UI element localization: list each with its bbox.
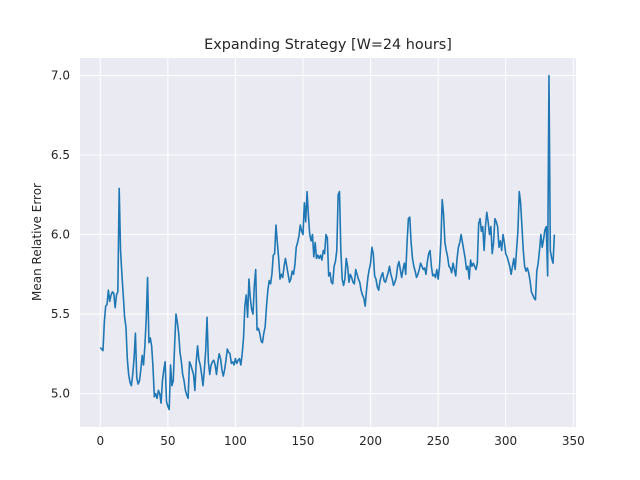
series-line-error: [99, 74, 556, 411]
x-tick-label: 300: [494, 434, 517, 448]
x-tick-label: 200: [359, 434, 382, 448]
x-tick-label: 350: [562, 434, 585, 448]
x-tick-label: 250: [427, 434, 450, 448]
y-tick-label: 7.0: [51, 68, 70, 82]
y-axis-ticks: 5.0 5.5 6.0 6.5 7.0: [51, 68, 70, 400]
y-tick-label: 6.5: [51, 148, 70, 162]
chart-title: Expanding Strategy [W=24 hours]: [204, 37, 452, 53]
y-tick-label: 5.5: [51, 307, 70, 321]
y-tick-label: 6.0: [51, 228, 70, 242]
x-tick-label: 150: [292, 434, 315, 448]
y-tick-label: 5.0: [51, 387, 70, 401]
x-tick-label: 0: [96, 434, 104, 448]
x-tick-label: 50: [160, 434, 175, 448]
x-tick-label: 100: [224, 434, 247, 448]
x-axis-ticks: 0 50 100 150 200 250 300 350: [96, 434, 584, 448]
y-axis-label: Mean Relative Error: [30, 183, 44, 301]
